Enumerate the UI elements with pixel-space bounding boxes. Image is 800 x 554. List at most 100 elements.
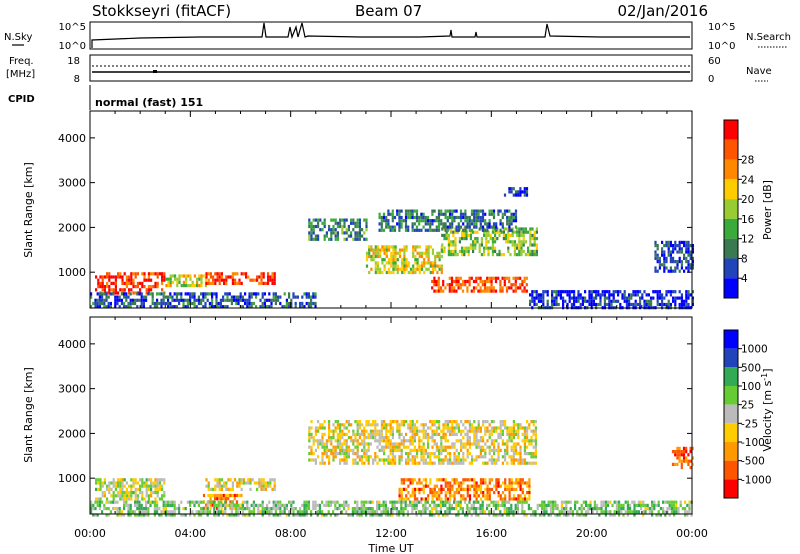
scatter-cell	[358, 455, 361, 459]
scatter-cell	[424, 452, 427, 456]
colorbar-tick-label: 8	[741, 253, 748, 265]
scatter-cell	[440, 491, 443, 495]
scatter-cell	[407, 209, 410, 213]
scatter-cell	[128, 291, 131, 295]
scatter-cell	[442, 503, 445, 507]
scatter-cell	[486, 439, 489, 443]
scatter-cell	[409, 500, 412, 504]
scatter-cell	[474, 243, 477, 247]
scatter-cell	[438, 423, 441, 427]
scatter-cell	[501, 286, 504, 290]
scatter-cell	[506, 426, 509, 430]
scatter-cell	[651, 500, 654, 504]
scatter-cell	[424, 510, 427, 514]
scatter-cell	[150, 491, 153, 495]
scatter-cell	[205, 272, 208, 276]
scatter-cell	[336, 452, 339, 456]
scatter-cell	[145, 510, 148, 514]
colorbar-tick-label: 24	[741, 174, 755, 186]
scatter-cell	[508, 491, 511, 495]
scatter-cell	[396, 448, 399, 452]
scatter-cell	[578, 507, 581, 511]
scatter-cell	[687, 269, 690, 273]
scatter-cell	[411, 507, 414, 511]
scatter-cell	[358, 436, 361, 440]
scatter-cell	[455, 448, 458, 452]
scatter-cell	[263, 510, 266, 514]
scatter-cell	[407, 426, 410, 430]
scatter-cell	[327, 503, 330, 507]
scatter-cell	[136, 503, 139, 507]
scatter-cell	[402, 219, 405, 223]
scatter-cell	[371, 507, 374, 511]
scatter-cell	[440, 458, 443, 462]
scatter-cell	[407, 497, 410, 501]
scatter-cell	[392, 261, 395, 265]
scatter-cell	[373, 513, 376, 517]
scatter-cell	[150, 484, 153, 488]
scatter-cell	[164, 503, 167, 507]
scatter-cell	[684, 507, 687, 511]
scatter-cell	[267, 278, 270, 282]
scatter-cell	[515, 448, 518, 452]
scatter-cell	[234, 278, 237, 282]
scatter-cell	[532, 452, 535, 456]
scatter-cell	[447, 253, 450, 257]
scatter-cell	[343, 448, 346, 452]
scatter-cell	[142, 295, 145, 299]
scatter-cell	[643, 302, 646, 307]
scatter-cell	[685, 293, 688, 297]
scatter-cell	[534, 429, 537, 433]
scatter-cell	[389, 461, 392, 465]
scatter-cell	[687, 240, 690, 244]
scatter-cell	[370, 258, 373, 262]
scatter-cell	[134, 272, 137, 276]
scatter-cell	[225, 487, 228, 491]
scatter-cell	[117, 491, 120, 495]
scatter-cell	[385, 426, 388, 430]
scatter-cell	[462, 215, 465, 220]
scatter-cell	[343, 442, 346, 446]
scatter-cell	[317, 442, 320, 446]
scatter-cell	[173, 500, 176, 504]
scatter-cell	[473, 487, 476, 491]
scatter-cell	[270, 507, 273, 511]
scatter-cell	[568, 299, 571, 303]
scatter-cell	[98, 500, 101, 504]
scatter-cell	[383, 461, 386, 465]
scatter-cell	[197, 510, 200, 514]
scatter-cell	[211, 301, 214, 306]
scatter-cell	[202, 510, 205, 514]
scatter-cell	[418, 270, 421, 275]
scatter-cell	[665, 244, 668, 248]
scatter-cell	[418, 429, 421, 433]
scatter-cell	[118, 513, 121, 517]
scatter-cell	[676, 266, 679, 270]
scatter-cell	[262, 281, 265, 285]
scatter-cell	[270, 301, 273, 306]
scatter-cell	[478, 249, 481, 253]
scatter-cell	[442, 500, 445, 504]
scatter-cell	[468, 452, 471, 456]
scatter-cell	[108, 288, 111, 292]
scatter-cell	[356, 513, 359, 517]
scatter-cell	[457, 452, 460, 456]
scatter-cell	[431, 267, 435, 271]
scatter-cell	[440, 264, 443, 268]
scatter-cell	[345, 452, 348, 456]
scatter-cell	[164, 513, 167, 517]
xtick-label: 16:00	[475, 527, 507, 540]
scatter-cell	[426, 219, 430, 223]
scatter-cell	[211, 298, 214, 302]
scatter-cell	[242, 478, 245, 482]
scatter-cell	[484, 426, 487, 430]
scatter-cell	[515, 432, 518, 436]
scatter-cell	[262, 481, 265, 485]
scatter-cell	[267, 484, 270, 488]
scatter-cell	[511, 230, 514, 234]
scatter-cell	[505, 227, 508, 231]
scatter-cell	[680, 260, 683, 264]
scatter-cell	[494, 289, 498, 293]
scatter-cell	[299, 301, 302, 306]
scatter-cell	[167, 280, 170, 284]
